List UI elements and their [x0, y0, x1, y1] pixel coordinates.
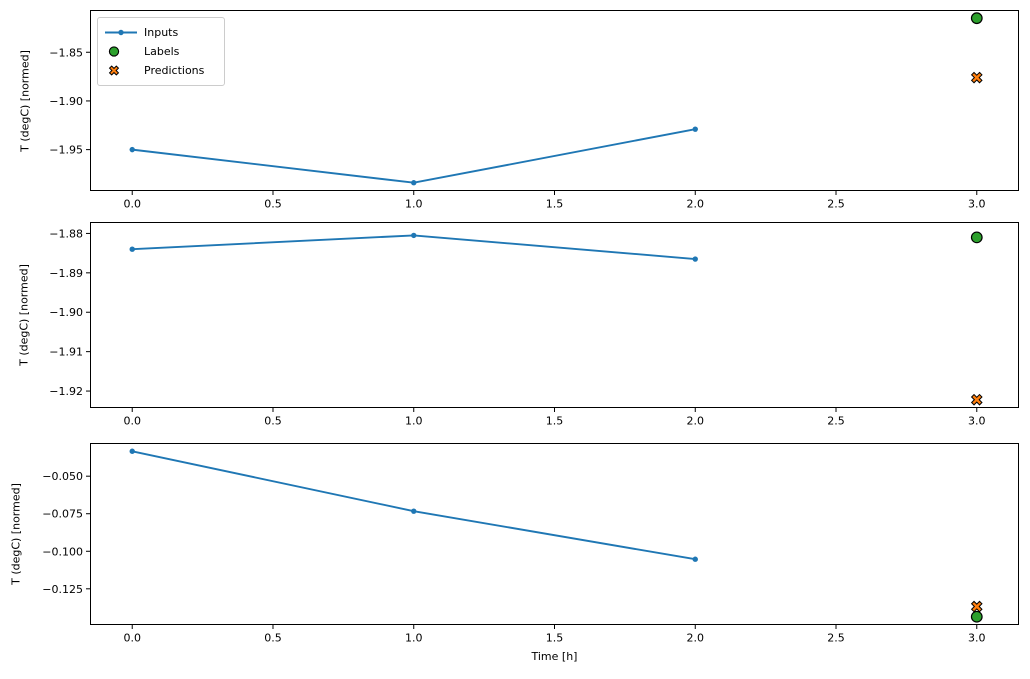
y-tick-label: −1.88 [49, 227, 83, 240]
x-tick-label: 2.0 [687, 632, 705, 645]
legend-item-predictions: Predictions [98, 61, 224, 80]
x-tick-label: 0.5 [264, 415, 282, 428]
predictions-point [970, 600, 983, 613]
x-tick-label: 2.5 [827, 632, 845, 645]
x-axis-label: Time [h] [531, 650, 578, 663]
labels-point [970, 610, 983, 623]
y-tick-label: −0.100 [42, 545, 83, 558]
x-tick-label: 3.0 [968, 198, 986, 211]
x-tick-label: 1.5 [546, 632, 564, 645]
axes-spines [90, 443, 1019, 625]
inputs-point [129, 448, 135, 454]
inputs-line [132, 128, 696, 184]
y-tick-label: −1.89 [49, 267, 83, 280]
y-tick-label: −1.90 [49, 95, 83, 108]
labels-point [970, 12, 983, 25]
inputs-point [129, 146, 135, 153]
legend-label-labels: Labels [144, 45, 180, 58]
plot-canvas-top: 0.0 0.5 1.0 1.5 2.0 2.5 3.0 −1.85 −1.90 −1.95 [49, 10, 1019, 211]
inputs-point [411, 232, 417, 239]
labels-circle-icon [108, 46, 120, 57]
plot-canvas-middle: 0.0 0.5 1.0 1.5 2.0 2.5 3.0 −1.88 −1.89 −1.90 −1.9… [49, 222, 1019, 428]
legend-item-labels: Labels [98, 42, 224, 61]
x-tick-label: 1.0 [405, 198, 423, 211]
x-tick-label: 1.5 [546, 415, 564, 428]
axes-spines [90, 10, 1019, 191]
x-tick-label: 3.0 [968, 632, 986, 645]
x-tick-label: 0.5 [264, 632, 282, 645]
inputs-point [692, 256, 698, 262]
y-tick-label: −1.95 [49, 144, 83, 157]
legend-label-inputs: Inputs [144, 26, 179, 39]
plot-canvas-bottom: 0.0 0.5 1.0 1.5 2.0 2.5 3.0 −0.050 −0.075 −0.100 −… [42, 443, 1019, 645]
inputs-line [132, 234, 696, 260]
x-tick-label: 0.0 [123, 415, 140, 428]
inputs-point [411, 180, 417, 186]
axes-spines [90, 222, 1019, 408]
predictions-point [970, 71, 983, 84]
inputs-point [129, 246, 135, 252]
x-tick-label: 1.0 [405, 415, 423, 428]
inputs-point [692, 556, 698, 562]
x-tick-label: 2.0 [687, 415, 705, 428]
subplot-bottom: 0.0 0.5 1.0 1.5 2.0 2.5 3.0 −0.050 −0.075 −0.100 −… [10, 443, 1019, 662]
inputs-point [692, 126, 698, 132]
inputs-line-icon [105, 29, 137, 36]
x-tick-label: 3.0 [968, 415, 986, 428]
legend-item-inputs: Inputs [98, 23, 224, 42]
x-tick-label: 2.0 [687, 198, 705, 211]
predictions-point [970, 393, 983, 406]
y-axis-label-middle: T (degC) [normed] [17, 264, 31, 366]
y-tick-label: −0.075 [42, 508, 83, 521]
y-tick-label: −1.92 [49, 385, 83, 398]
y-tick-label: −1.85 [49, 46, 83, 59]
subplot-top: 0.0 0.5 1.0 1.5 2.0 2.5 3.0 −1.85 −1.90 −1.95 T (… [19, 10, 1019, 211]
legend: Inputs Labels Predictions [97, 17, 225, 86]
x-tick-label: 2.5 [827, 198, 845, 211]
x-tick-label: 2.5 [827, 415, 845, 428]
labels-point [970, 231, 983, 244]
y-tick-label: −1.90 [49, 306, 83, 319]
y-tick-label: −0.050 [42, 470, 83, 483]
legend-label-predictions: Predictions [144, 64, 205, 77]
x-tick-label: 1.0 [405, 632, 423, 645]
subplot-middle: 0.0 0.5 1.0 1.5 2.0 2.5 3.0 −1.88 −1.89 −1.90 −1.9… [18, 222, 1019, 428]
inputs-point [411, 508, 417, 514]
y-axis-label-top: T (degC) [normed] [18, 49, 32, 152]
x-tick-label: 0.0 [123, 632, 140, 645]
inputs-line [132, 450, 696, 561]
x-tick-label: 0.5 [264, 198, 282, 211]
y-tick-label: −1.91 [49, 346, 83, 359]
predictions-x-icon [108, 65, 120, 76]
y-axis-label-bottom: T (degC) [normed] [9, 483, 23, 585]
x-tick-label: 0.0 [123, 198, 140, 211]
y-tick-label: −0.125 [42, 583, 83, 596]
x-tick-label: 1.5 [546, 198, 564, 211]
